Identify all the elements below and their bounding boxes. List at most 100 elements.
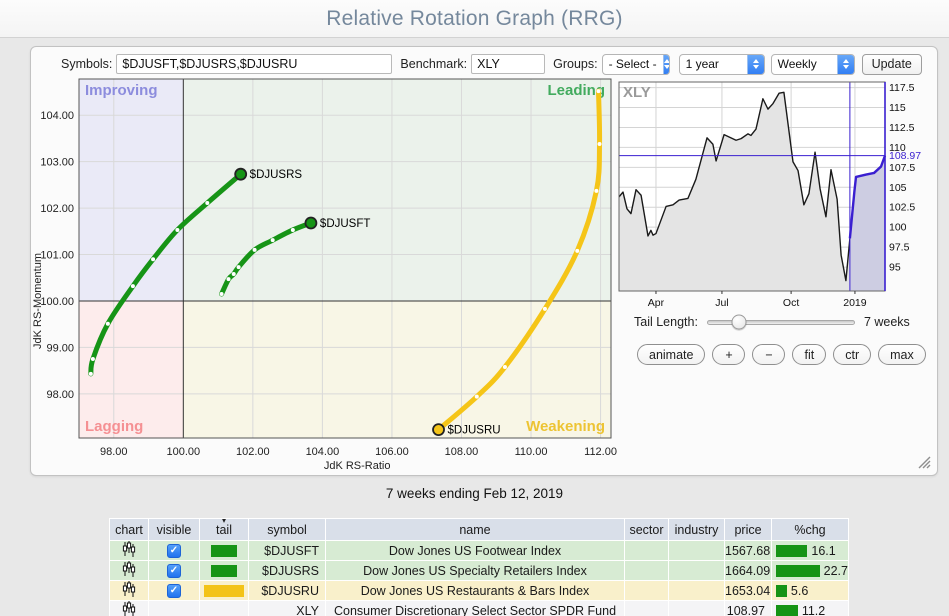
rrg-panel: Symbols: Benchmark: Groups: - Select - 1… [30,46,938,476]
table-row: XLYConsumer Discretionary Select Sector … [110,601,848,616]
zoom-out-button[interactable]: − [752,344,785,365]
name-cell: Dow Jones US Restaurants & Bars Index [326,581,624,600]
price-cell: 1567.68 [725,541,771,560]
pct-change-bar [776,605,798,616]
pct-change-value: 22.7 [824,564,848,578]
sector-cell [625,561,668,580]
svg-text:104.00: 104.00 [40,110,74,122]
visible-cell[interactable]: ✓ [149,561,199,580]
visible-checkbox[interactable]: ✓ [167,544,181,558]
tail-length-slider[interactable] [707,320,855,325]
chart-cell[interactable] [110,541,148,560]
rrg-chart[interactable]: ImprovingLeadingLaggingWeakening98.00100… [31,75,643,477]
animate-button[interactable]: animate [637,344,705,365]
chart-icon[interactable] [122,546,136,560]
svg-text:102.00: 102.00 [236,446,270,458]
pct-change-value: 16.1 [811,544,835,558]
tail-length-label: Tail Length: [634,315,698,329]
sector-cell [625,541,668,560]
svg-text:112.00: 112.00 [584,446,617,458]
tail-cell [200,581,248,600]
chart-cell[interactable] [110,561,148,580]
svg-text:117.5: 117.5 [889,82,915,94]
toolbar: Symbols: Benchmark: Groups: - Select - 1… [31,52,937,76]
industry-cell [669,561,724,580]
rrg-series-head-$DJUSFT[interactable] [305,217,316,228]
svg-text:102.5: 102.5 [889,202,915,214]
chart-cell[interactable] [110,581,148,600]
svg-text:108.00: 108.00 [445,446,479,458]
name-cell: Dow Jones US Specialty Retailers Index [326,561,624,580]
quadrant-leading [183,79,611,301]
svg-text:100.00: 100.00 [40,296,74,308]
stepper-icon [837,54,854,75]
column-header-chart[interactable]: chart [110,519,148,540]
visible-cell[interactable]: ✓ [149,581,199,600]
chart-cell[interactable] [110,601,148,616]
resize-handle-icon[interactable] [916,454,931,469]
column-header-sector[interactable]: sector [625,519,668,540]
tail-color-swatch [211,545,237,557]
chart-icon[interactable] [122,586,136,600]
zoom-in-button[interactable]: + [712,344,745,365]
name-cell: Dow Jones US Footwear Index [326,541,624,560]
table-row: ✓ $DJUSRUDow Jones US Restaurants & Bars … [110,581,848,600]
svg-text:100: 100 [889,222,907,234]
visible-checkbox[interactable]: ✓ [167,584,181,598]
visible-cell [149,601,199,616]
chart-icon[interactable] [122,566,136,580]
svg-text:112.5: 112.5 [889,122,915,134]
groups-select[interactable]: - Select - [602,54,670,75]
visible-cell[interactable]: ✓ [149,541,199,560]
last-price-label: 108.97 [889,150,921,162]
table-row: ✓$DJUSRSDow Jones US Specialty Retailers… [110,561,848,580]
symbol-cell: $DJUSRU [249,581,325,600]
pct-change-bar [776,545,807,557]
groups-label: Groups: [553,57,597,71]
rrg-series-head-$DJUSRU[interactable] [433,424,444,435]
price-cell: 1653.04 [725,581,771,600]
rrg-series-head-$DJUSRS[interactable] [235,169,246,180]
table-row: ✓$DJUSFTDow Jones US Footwear Index1567.… [110,541,848,560]
column-header-symbol[interactable]: symbol [249,519,325,540]
pct-chg-cell: 5.6 [772,581,848,600]
chart-icon[interactable] [122,606,136,616]
frequency-select[interactable]: Weekly [771,54,855,75]
column-header-price[interactable]: price [725,519,771,540]
pct-chg-cell: 22.7 [772,561,848,580]
pct-chg-cell: 16.1 [772,541,848,560]
svg-text:102.00: 102.00 [40,203,74,215]
svg-text:105: 105 [889,182,907,194]
column-header-pctchg[interactable]: %chg [772,519,848,540]
svg-text:Apr: Apr [648,297,665,309]
sort-arrow-icon: ▾ [222,519,226,525]
column-header-industry[interactable]: industry [669,519,724,540]
svg-text:115: 115 [889,102,906,114]
symbols-input[interactable] [116,54,392,74]
benchmark-input[interactable] [471,54,545,74]
app-header: Relative Rotation Graph (RRG) [0,0,949,38]
svg-text:Jul: Jul [715,297,728,309]
svg-text:98.00: 98.00 [100,446,128,458]
industry-cell [669,541,724,560]
symbol-cell: XLY [249,601,325,616]
quadrant-label-improving: Improving [85,82,158,99]
quadrant-label-lagging: Lagging [85,418,143,435]
price-cell: 1664.09 [725,561,771,580]
column-header-name[interactable]: name [326,519,624,540]
pct-change-value: 11.2 [802,604,825,616]
pct-change-value: 5.6 [791,584,808,598]
fit-button[interactable]: fit [792,344,826,365]
svg-text:106.00: 106.00 [375,446,409,458]
period-select[interactable]: 1 year [679,54,765,75]
max-button[interactable]: max [878,344,926,365]
column-header-visible[interactable]: visible [149,519,199,540]
slider-thumb-icon[interactable] [731,315,746,330]
symbols-table: chartvisibletail▾symbolnamesectorindustr… [109,518,849,616]
visible-checkbox[interactable]: ✓ [167,564,181,578]
quadrant-label-weakening: Weakening [526,418,605,435]
svg-text:104.00: 104.00 [306,446,340,458]
center-button[interactable]: ctr [833,344,871,365]
update-button[interactable]: Update [862,54,922,75]
column-header-tail[interactable]: tail▾ [200,519,248,540]
